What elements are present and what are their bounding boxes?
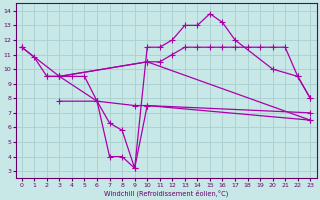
- X-axis label: Windchill (Refroidissement éolien,°C): Windchill (Refroidissement éolien,°C): [104, 189, 228, 197]
